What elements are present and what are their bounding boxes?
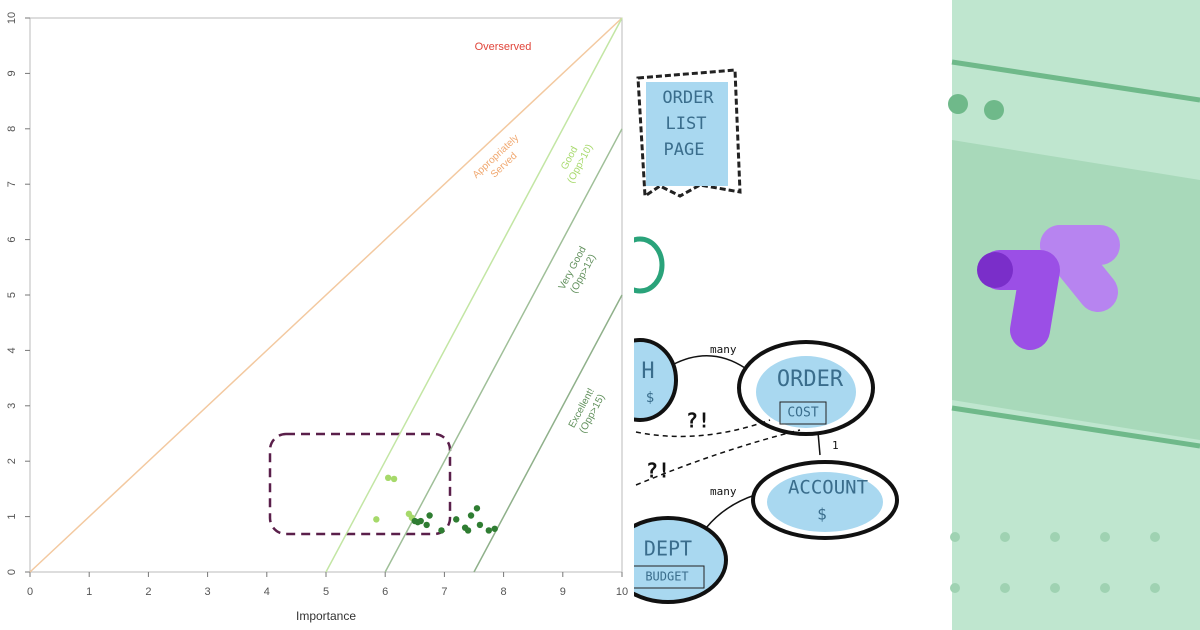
edge-label: many — [710, 343, 737, 356]
reference-line — [473, 294, 623, 573]
point — [491, 525, 498, 532]
point — [423, 521, 430, 529]
node-label: ACCOUNT — [788, 477, 868, 499]
node-label: H — [641, 359, 654, 384]
x-tick-label: 3 — [205, 586, 211, 598]
reference-line — [384, 128, 623, 573]
point — [476, 521, 484, 529]
node — [634, 516, 728, 604]
point — [390, 475, 398, 483]
y-tick-label: 7 — [6, 181, 18, 187]
y-tick-label: 10 — [6, 12, 18, 24]
point — [417, 517, 424, 525]
logo-dot — [977, 252, 1013, 288]
point — [467, 512, 475, 519]
dot — [948, 94, 968, 114]
note-text: LIST — [666, 114, 707, 134]
stripe — [951, 405, 1200, 449]
edge — [705, 494, 756, 529]
y-tick-label: 2 — [6, 458, 18, 464]
y-tick-label: 8 — [6, 126, 18, 132]
node-sub: $ — [817, 505, 827, 524]
node-fill — [756, 356, 856, 428]
node-fill — [767, 472, 883, 532]
dot-grid — [950, 532, 1160, 593]
edge — [671, 354, 746, 369]
point — [373, 516, 380, 523]
note-text: PAGE — [664, 140, 705, 160]
highlight-box — [268, 432, 452, 536]
reference-line — [325, 17, 623, 573]
dot — [984, 100, 1004, 120]
point — [426, 512, 433, 519]
node-label: DEPT — [644, 537, 692, 561]
y-tick-label: 5 — [6, 292, 18, 298]
illustration — [948, 0, 1200, 630]
y-tick-label: 6 — [6, 237, 18, 243]
node-label: ORDER — [777, 367, 844, 392]
sketch-circle — [634, 236, 665, 294]
x-axis-label: Importance — [296, 609, 356, 623]
point — [384, 474, 392, 482]
point — [473, 505, 481, 512]
node-box — [779, 401, 827, 425]
node-sub: COST — [787, 406, 818, 421]
point — [485, 527, 492, 534]
note-text: ORDER — [662, 88, 714, 108]
x-tick-label: 0 — [27, 586, 33, 598]
y-tick-label: 4 — [6, 347, 18, 353]
point — [464, 527, 472, 534]
edge-label: ?! — [646, 459, 670, 483]
node-box — [634, 565, 705, 589]
x-tick-label: 2 — [145, 586, 151, 598]
point — [453, 516, 460, 523]
edge-label: ?! — [686, 409, 710, 433]
y-tick-label: 3 — [6, 403, 18, 409]
x-tick-label: 5 — [323, 586, 329, 598]
stripe — [951, 59, 1200, 103]
edge — [635, 429, 801, 486]
x-tick-label: 10 — [616, 586, 628, 598]
x-tick-label: 9 — [560, 586, 566, 598]
node — [634, 338, 678, 422]
y-tick-label: 1 — [6, 514, 18, 520]
edge — [635, 419, 771, 438]
sketch: ORDER LIST PAGE H $ ORDER COST ACCOUNT $… — [634, 0, 952, 630]
edge-label: 1 — [832, 439, 839, 452]
zone-label: Overserved — [475, 41, 532, 53]
edge — [817, 431, 821, 456]
node-sub: BUDGET — [645, 570, 688, 584]
x-tick-label: 7 — [441, 586, 447, 598]
note-fill — [646, 82, 728, 186]
logo-part — [980, 250, 1060, 350]
x-tick-label: 1 — [86, 586, 92, 598]
x-tick-label: 8 — [501, 586, 507, 598]
point — [438, 527, 445, 534]
y-tick-label: 9 — [6, 70, 18, 76]
reference-line — [29, 17, 623, 573]
chart: Importance 0 1 2 3 4 5 6 7 8 9 10 0 1 2 3 4 5 6 7 8 9 10 Overs… — [6, 12, 628, 623]
y-tick-label: 0 — [6, 569, 18, 575]
x-tick-label: 6 — [382, 586, 388, 598]
node-sub: $ — [646, 390, 654, 406]
edge-label: many — [710, 485, 737, 498]
x-tick-label: 4 — [264, 586, 270, 598]
